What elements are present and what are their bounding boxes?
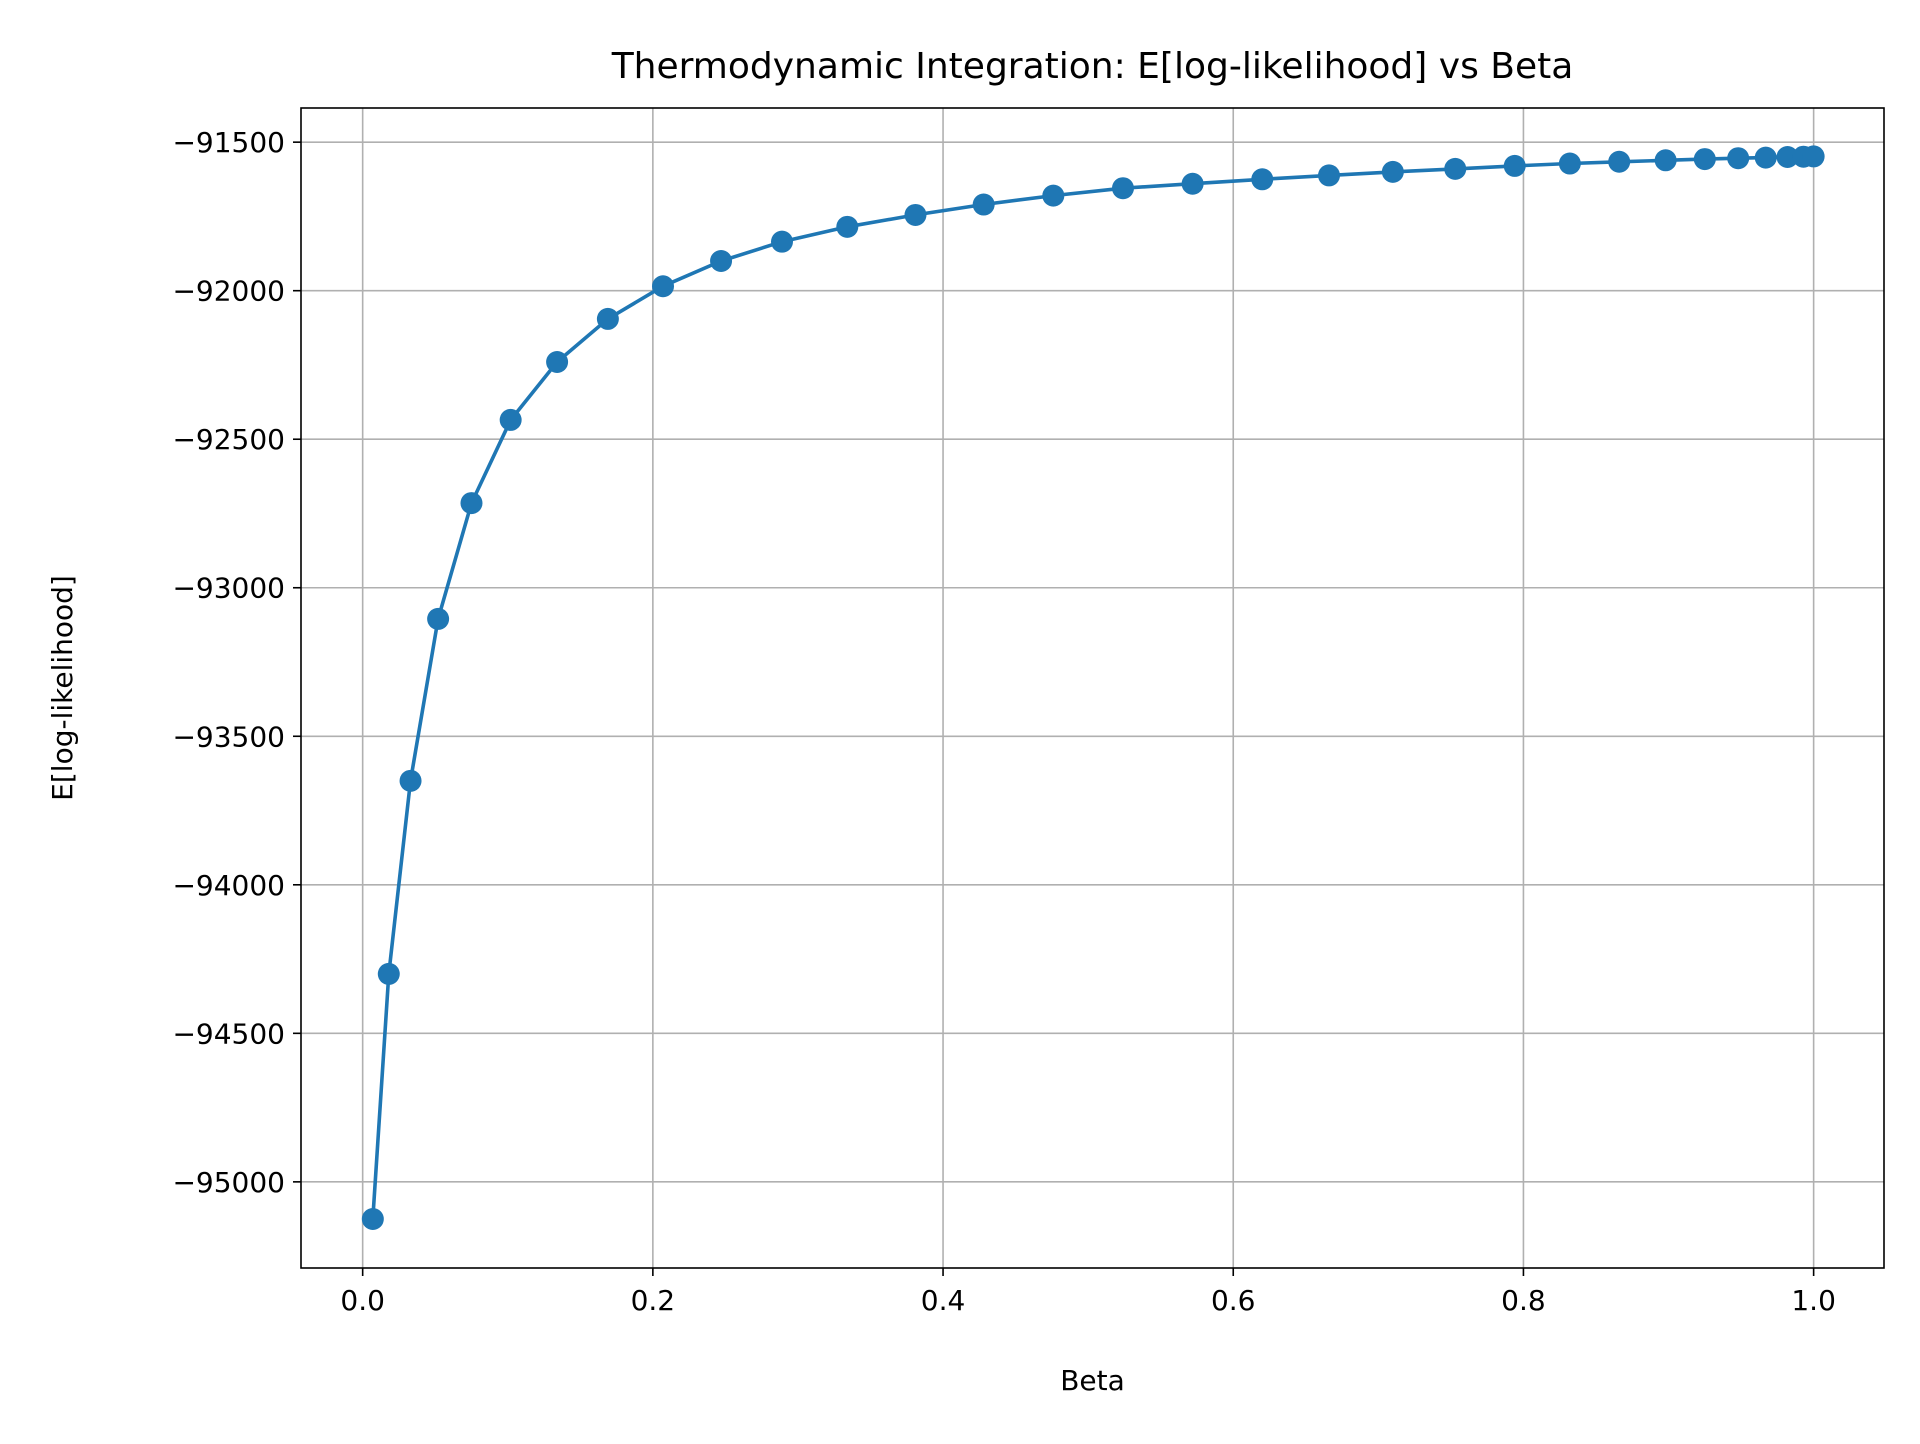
x-tick-label: 0.4 [921,1284,966,1317]
y-tick-label: −93000 [172,572,285,605]
data-point [1654,149,1677,172]
data-series [361,145,1825,1230]
data-point [652,275,675,298]
data-point [1693,148,1716,171]
data-point [399,769,422,792]
data-point [972,193,995,216]
y-tick-label: −92000 [172,275,285,308]
chart-title: Thermodynamic Integration: E[log-likelih… [611,46,1574,87]
x-tick-label: 0.2 [631,1284,676,1317]
x-axis-label: Beta [1060,1364,1125,1397]
data-point [1381,160,1404,183]
axis-ticks: 0.0 0.2 0.4 0.6 0.8 1.0 −95000 −94500 −94000 −935… [172,126,1835,1317]
data-point [377,962,400,985]
y-tick-label: −95000 [172,1166,285,1199]
data-point [1558,152,1581,175]
data-point [1776,146,1799,169]
data-point [1444,157,1467,180]
data-point [1181,172,1204,195]
plot-frame [300,107,1885,1269]
data-point [596,307,619,330]
data-point [770,230,793,253]
grid-lines [301,108,1884,1268]
y-tick-label: −94500 [172,1017,285,1050]
data-point [1503,154,1526,177]
data-point [836,215,859,238]
data-point [1042,184,1065,207]
y-axis-label: E[log-likelihood] [46,575,79,801]
data-point [1251,168,1274,191]
data-point [1608,150,1631,173]
y-tick-label: −93500 [172,720,285,753]
data-point [1111,177,1134,200]
x-tick-label: 0.0 [340,1284,385,1317]
data-point [499,408,522,431]
data-point [460,492,483,515]
data-point [1802,145,1825,168]
data-point [1754,146,1777,169]
data-point [427,607,450,630]
data-point [361,1207,384,1230]
x-tick-label: 0.8 [1501,1284,1546,1317]
data-point [546,350,569,373]
x-tick-label: 1.0 [1791,1284,1836,1317]
data-point [1727,147,1750,170]
y-tick-label: −92500 [172,423,285,456]
data-point [1318,164,1341,187]
data-point [710,249,733,272]
data-point [904,203,927,226]
y-tick-label: −91500 [172,126,285,159]
x-tick-label: 0.6 [1211,1284,1256,1317]
y-tick-label: −94000 [172,869,285,902]
